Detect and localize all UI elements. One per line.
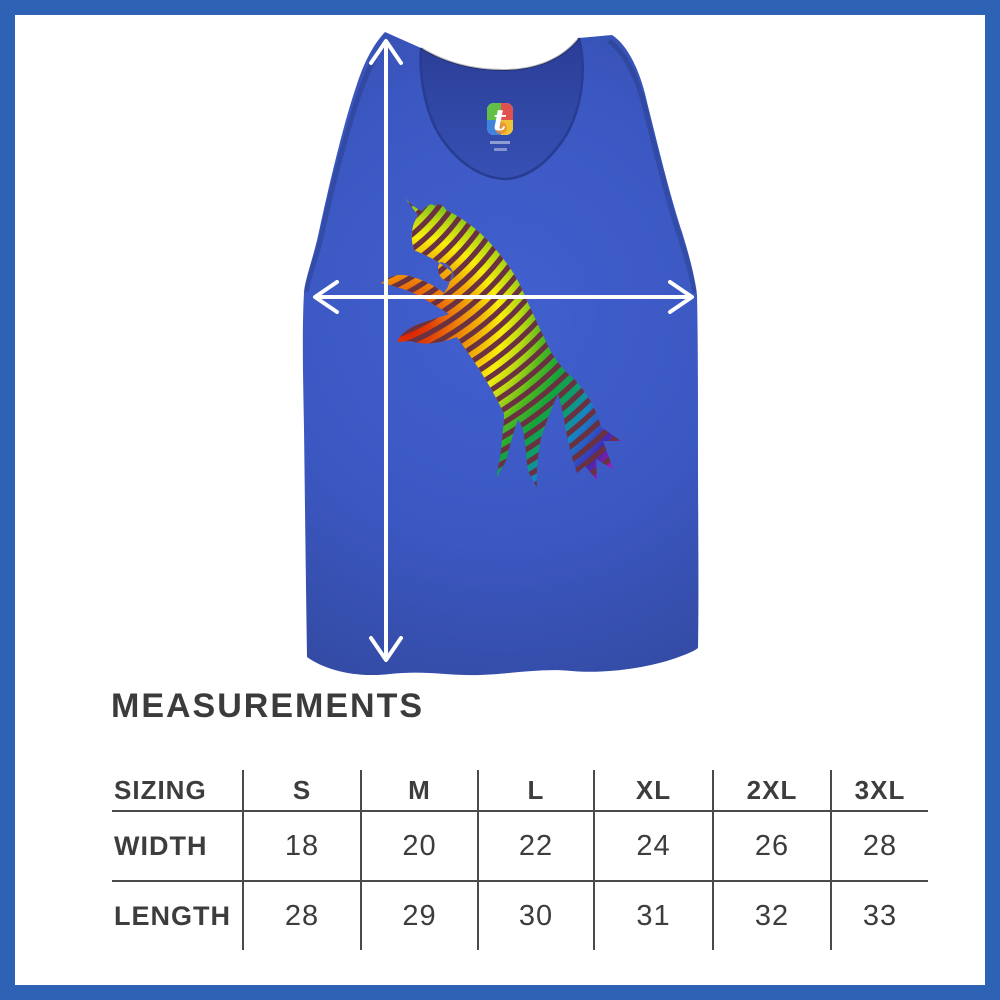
brand-label-text-line: [490, 141, 510, 144]
length-value-l: 30: [477, 882, 593, 950]
brand-label-letter: t: [493, 103, 507, 137]
brand-label-red-quadrant: [501, 103, 513, 120]
length-row-label: LENGTH: [114, 900, 231, 931]
width-value-s: 18: [242, 812, 360, 882]
width-arrow: [313, 280, 694, 314]
measurement-arrows: [313, 39, 694, 662]
brand-label: t: [487, 103, 513, 151]
size-table: SIZING S M L XL 2XL 3XL WIDTH 18 20 22 2…: [112, 770, 928, 950]
brand-label-orange-blob: [495, 122, 507, 134]
size-table-header-sizing: SIZING: [112, 770, 242, 812]
right-armhole-shade: [607, 38, 698, 294]
size-column-header-l: L: [477, 770, 593, 812]
arrowhead-down-icon: [369, 636, 403, 662]
length-value-3xl: 33: [830, 882, 928, 950]
length-value-m: 29: [360, 882, 477, 950]
width-value-l: 22: [477, 812, 593, 882]
length-value-2xl: 32: [712, 882, 830, 950]
brand-label-text-line: [494, 148, 507, 151]
width-value-2xl: 26: [712, 812, 830, 882]
back-collar-edge: [420, 37, 580, 72]
arrowhead-right-icon: [668, 280, 694, 314]
length-arrow: [369, 39, 403, 662]
width-row-label: WIDTH: [112, 812, 242, 882]
size-column-header-m: M: [360, 770, 477, 812]
size-column-header-xl: XL: [593, 770, 712, 812]
length-value-s: 28: [242, 882, 360, 950]
page-title: MEASUREMENTS: [111, 687, 425, 725]
left-armhole-shade: [303, 38, 390, 293]
size-column-header-s: S: [242, 770, 360, 812]
collar-seam: [419, 37, 584, 181]
size-column-header-2xl: 2XL: [712, 770, 830, 812]
arrowhead-left-icon: [313, 280, 339, 314]
length-value-xl: 31: [593, 882, 712, 950]
brand-label-green-quadrant: [487, 103, 501, 120]
width-value-3xl: 28: [830, 812, 928, 882]
tank-top-diagram: t: [302, 32, 699, 676]
width-value-m: 20: [360, 812, 477, 882]
width-value-xl: 24: [593, 812, 712, 882]
size-column-header-3xl: 3XL: [830, 770, 928, 812]
arrowhead-up-icon: [369, 39, 403, 65]
